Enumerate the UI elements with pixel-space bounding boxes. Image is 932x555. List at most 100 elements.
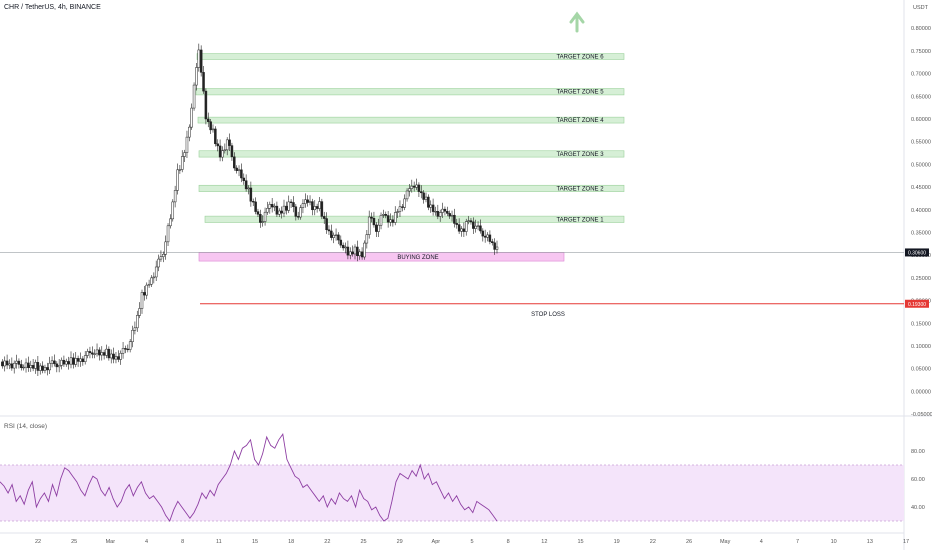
candle-body — [460, 228, 463, 232]
price-tick-label: 0.55000 — [911, 140, 931, 146]
time-tick-label: 7 — [796, 539, 799, 545]
time-tick-label: 15 — [577, 539, 583, 545]
candle-body — [185, 136, 189, 153]
candle-body — [91, 352, 94, 355]
candle-body — [36, 362, 40, 371]
price-tick-label: 0.60000 — [911, 117, 931, 123]
candle-body — [126, 348, 130, 351]
candle-body — [202, 72, 205, 92]
candle-body — [472, 221, 475, 229]
candle-body — [318, 201, 321, 209]
rsi-tick-label: 60.00 — [911, 477, 925, 483]
candle-body — [251, 201, 255, 203]
candle-body — [67, 361, 70, 365]
candle-body — [268, 204, 272, 209]
time-tick-label: 25 — [71, 539, 77, 545]
candle-body — [244, 180, 248, 190]
candle-body — [405, 190, 409, 200]
candle-body — [261, 221, 264, 223]
candle-body — [102, 352, 106, 356]
candle-body — [192, 84, 196, 109]
time-tick-label: 19 — [614, 539, 620, 545]
candle-body — [384, 214, 388, 216]
candle-body — [55, 363, 59, 368]
candle-body — [353, 246, 357, 255]
candle-body — [242, 177, 246, 181]
candle-body — [443, 208, 447, 212]
candle-body — [31, 365, 35, 369]
candle-body — [53, 360, 56, 365]
candle-body — [162, 254, 165, 257]
candle-body — [330, 230, 333, 238]
candle-body — [173, 190, 177, 203]
price-tick-label: 0.65000 — [911, 94, 931, 100]
time-tick-label: 4 — [760, 539, 763, 545]
candle-body — [228, 139, 231, 146]
candle-body — [296, 216, 300, 218]
candle-body — [408, 188, 411, 192]
candle-body — [216, 143, 219, 147]
candle-body — [240, 169, 243, 179]
candle-body — [334, 234, 338, 236]
candle-body — [450, 214, 454, 217]
buying-zone-label: BUYING ZONE — [397, 255, 438, 261]
candle-body — [107, 348, 111, 359]
target-zone-label: TARGET ZONE 2 — [556, 186, 604, 192]
candle-body — [427, 196, 430, 208]
candle-body — [166, 225, 170, 243]
candle-body — [398, 206, 402, 212]
candle-body — [412, 185, 416, 188]
candle-body — [218, 145, 222, 158]
candle-body — [453, 214, 456, 224]
price-tick-label: 0.15000 — [911, 321, 931, 327]
candle-body — [304, 199, 307, 204]
price-tick-label: 0.80000 — [911, 26, 931, 32]
candle-body — [69, 357, 73, 365]
candle-body — [275, 205, 279, 215]
candle-body — [15, 360, 18, 364]
candle-body — [100, 352, 104, 356]
candle-body — [147, 283, 151, 286]
candle-body — [401, 206, 404, 208]
candle-body — [249, 187, 253, 202]
candle-body — [136, 315, 139, 329]
candle-body — [197, 49, 201, 68]
candle-body — [190, 107, 193, 128]
candle-body — [325, 218, 328, 230]
candle-body — [221, 150, 224, 158]
candle-body — [446, 211, 449, 214]
candle-body — [209, 121, 212, 131]
candle-body — [204, 90, 208, 120]
target-zone-label: TARGET ZONE 4 — [556, 118, 604, 124]
candle-body — [140, 292, 144, 309]
time-tick-label: 29 — [397, 539, 403, 545]
candle-body — [159, 256, 163, 260]
price-tick-label: 0.10000 — [911, 344, 931, 350]
candle-body — [270, 204, 274, 208]
candle-body — [341, 244, 345, 249]
target-zone-label: TARGET ZONE 6 — [556, 55, 604, 61]
price-tick-label: 0.75000 — [911, 49, 931, 55]
candle-body — [479, 225, 482, 232]
candle-body — [27, 362, 30, 369]
candle-body — [46, 367, 49, 371]
candle-body — [434, 211, 437, 213]
candle-body — [495, 246, 499, 250]
candle-body — [176, 169, 179, 191]
candle-body — [62, 359, 66, 365]
candle-body — [183, 152, 186, 157]
target-zone-box — [197, 116, 625, 124]
candle-body — [10, 363, 14, 369]
candle-body — [469, 220, 473, 223]
time-tick-label: 22 — [324, 539, 330, 545]
price-tick-label: -0.05000 — [911, 412, 932, 418]
candle-body — [349, 251, 352, 256]
candle-body — [138, 308, 141, 316]
target-zone-box — [204, 215, 625, 223]
time-tick-label: 4 — [145, 539, 148, 545]
candle-body — [455, 223, 459, 225]
candle-body — [372, 217, 376, 226]
candle-body — [207, 118, 210, 122]
